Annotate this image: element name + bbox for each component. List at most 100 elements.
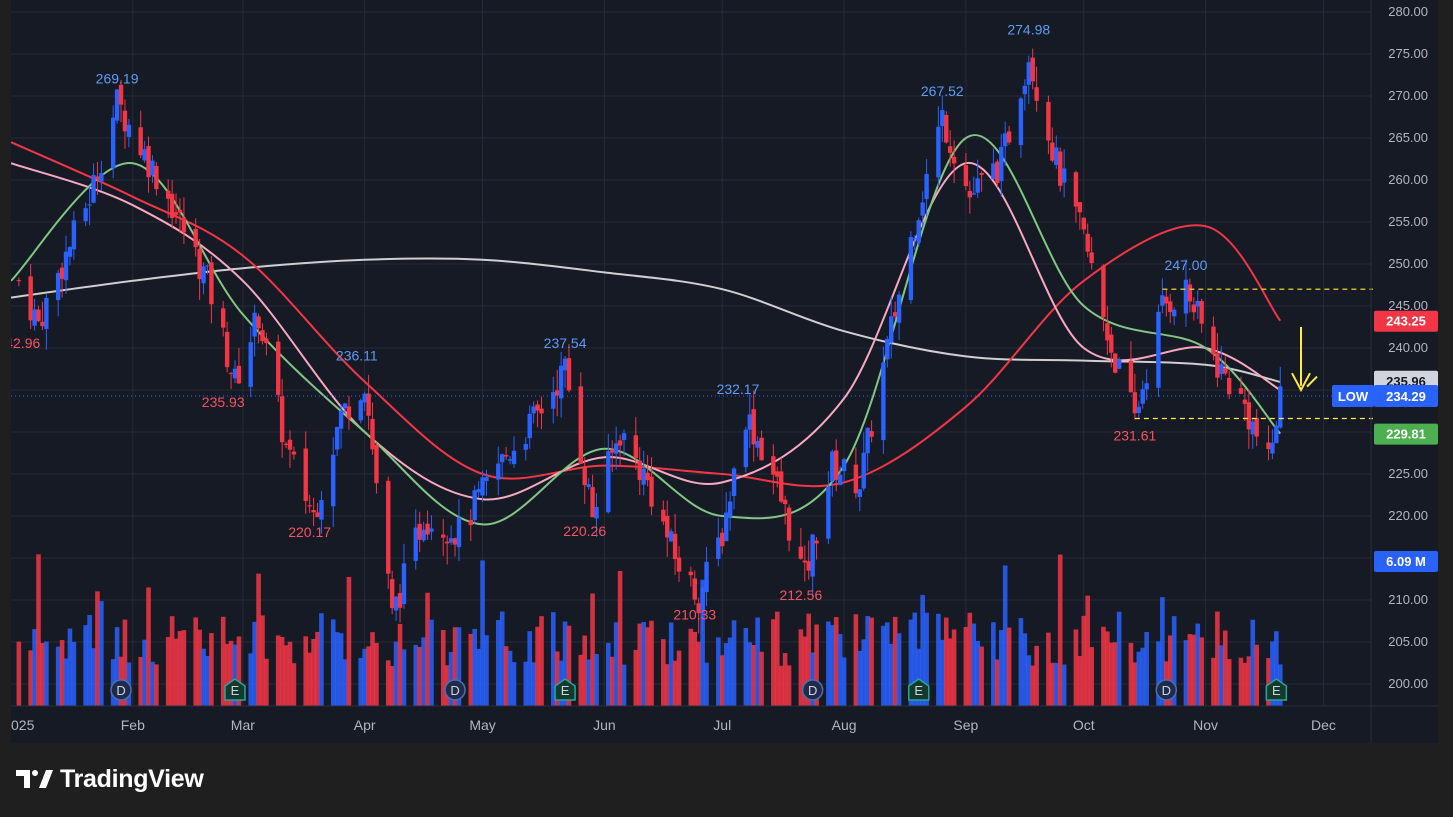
badge-text: 234.29 xyxy=(1386,389,1426,404)
volume-bar xyxy=(122,619,128,706)
candle-body xyxy=(696,603,701,614)
candle-body xyxy=(892,312,898,317)
candle-body xyxy=(311,510,316,513)
candle-body xyxy=(798,546,804,559)
volume-bar xyxy=(829,625,835,706)
price-extreme-label: 274.98 xyxy=(1007,22,1050,38)
volume-bar xyxy=(967,612,973,706)
volume-bar xyxy=(975,640,980,706)
volume-bar xyxy=(806,613,812,706)
candle-body xyxy=(826,486,831,539)
volume-bar xyxy=(91,648,96,706)
price-extreme-label: 232.17 xyxy=(717,381,760,397)
volume-bar xyxy=(704,662,709,706)
candle-body xyxy=(91,175,96,203)
volume-bar xyxy=(649,620,654,706)
candle-body xyxy=(1116,359,1122,369)
volume-bar xyxy=(1167,635,1173,706)
price-chart[interactable]: 269.19 242.96 235.93 236.11 220.17 237.54 220.… xyxy=(0,0,1438,743)
candle-body xyxy=(472,490,477,521)
volume-bar xyxy=(1274,631,1279,706)
dividend-circle xyxy=(110,679,132,701)
candle-body xyxy=(1274,425,1279,444)
candle-body xyxy=(1242,399,1248,404)
volume-bar xyxy=(507,650,513,706)
volume-bar xyxy=(99,601,104,706)
volume-bar xyxy=(1132,662,1138,706)
badge-text: 229.81 xyxy=(1386,427,1426,442)
candle-body xyxy=(1171,309,1177,317)
tradingview-logo-icon xyxy=(16,770,53,788)
volume-bar xyxy=(566,625,572,706)
candle-body xyxy=(1226,377,1232,395)
time-tick-label: May xyxy=(469,717,495,733)
volume-bar xyxy=(1222,630,1228,706)
volume-bar xyxy=(700,579,705,706)
volume-bar xyxy=(1246,656,1252,706)
volume-bar xyxy=(311,638,316,706)
volume-bar xyxy=(1053,662,1059,706)
dividend-marker-icon: D xyxy=(110,679,132,701)
brand-logo[interactable]: TradingView xyxy=(14,762,204,796)
volume-bar xyxy=(385,660,391,706)
volume-bar xyxy=(676,650,682,706)
candle-body xyxy=(114,89,120,121)
candle-body xyxy=(283,443,289,446)
time-tick-label: Dec xyxy=(1311,717,1336,733)
candle-body xyxy=(759,437,764,461)
price-tick-label: 265.00 xyxy=(1388,130,1428,145)
candle-body xyxy=(126,124,132,137)
candle-body xyxy=(645,472,650,481)
candle-body xyxy=(205,265,210,267)
volume-bar xyxy=(554,651,560,706)
candle-body xyxy=(32,309,37,326)
candle-body xyxy=(562,358,568,371)
candle-body xyxy=(786,507,792,541)
candle-body xyxy=(173,212,179,215)
volume-bar xyxy=(617,570,623,706)
volume-bar xyxy=(429,619,434,706)
volume-bar xyxy=(951,629,957,706)
earnings-shape xyxy=(554,678,576,701)
volume-bar xyxy=(892,616,898,706)
candle-body xyxy=(999,146,1004,182)
candle-body xyxy=(429,528,434,532)
candle-body xyxy=(118,84,124,105)
candle-body xyxy=(500,454,505,463)
candle-body xyxy=(535,404,540,411)
candle-body xyxy=(1022,85,1028,95)
candle-body xyxy=(1215,353,1220,378)
candle-body xyxy=(610,449,615,453)
volume-bar xyxy=(1183,640,1189,706)
volume-badge: 6.09 M xyxy=(1374,551,1438,572)
candle-body xyxy=(1160,295,1165,306)
volume-bar xyxy=(692,631,698,706)
candle-body xyxy=(967,191,973,198)
candle-body xyxy=(338,410,344,429)
candle-body xyxy=(940,110,945,127)
candle-body xyxy=(747,414,752,430)
candle-body xyxy=(991,163,996,180)
price-tick-label: 225.00 xyxy=(1388,466,1428,481)
volume-bar xyxy=(1270,641,1275,706)
volume-bar xyxy=(319,613,324,706)
volume-bar xyxy=(778,665,784,706)
volume-bar xyxy=(1057,554,1063,706)
candle-body xyxy=(291,451,297,455)
volume-bar xyxy=(668,622,674,706)
candle-body xyxy=(307,505,312,507)
ma-200-line xyxy=(10,257,1281,383)
price-tick-label: 250.00 xyxy=(1388,256,1428,271)
volume-bar xyxy=(110,659,116,706)
time-tick-label: Jun xyxy=(593,717,616,733)
candle-body xyxy=(578,386,583,464)
volume-bar xyxy=(484,635,489,706)
badge-bg xyxy=(1374,551,1438,572)
candle-body xyxy=(63,251,69,281)
candle-body xyxy=(496,463,501,480)
chart-area[interactable]: 269.19 242.96 235.93 236.11 220.17 237.54 220.… xyxy=(0,0,1438,743)
candle-body xyxy=(1187,284,1193,302)
volume-bar xyxy=(1219,645,1224,706)
volume-bar xyxy=(645,627,650,706)
